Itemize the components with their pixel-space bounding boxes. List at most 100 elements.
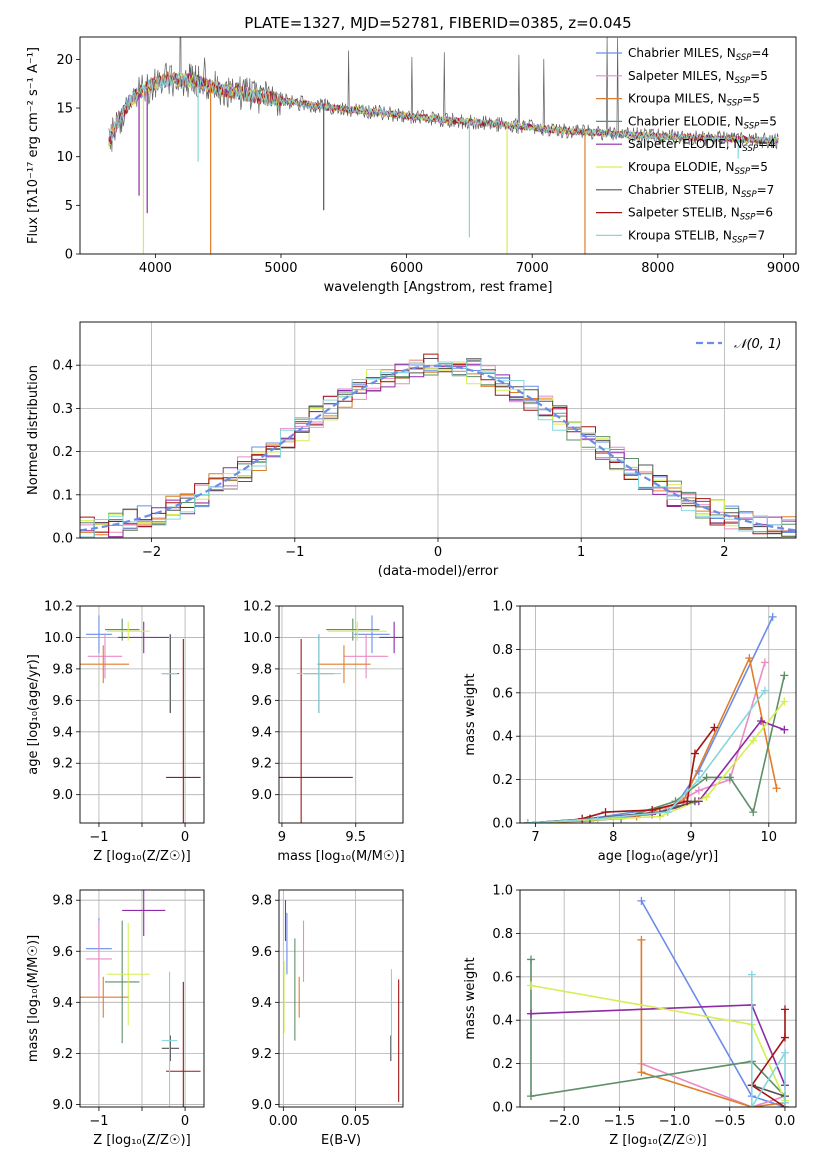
series-marker bbox=[780, 697, 789, 706]
mass-vs-Z-ylabel: mass [log₁₀(M/M☉)] bbox=[26, 935, 41, 1062]
series-kroupa-stelib bbox=[751, 974, 786, 1107]
series-marker bbox=[637, 1068, 646, 1077]
age-vs-mass-points bbox=[279, 615, 403, 823]
weight-vs-Z-xtick-label: −1.0 bbox=[659, 1114, 691, 1129]
series-marker bbox=[702, 792, 711, 801]
age-vs-Z-ytick-label: 9.2 bbox=[52, 757, 73, 772]
series-marker bbox=[780, 1048, 789, 1057]
series-marker bbox=[749, 808, 758, 817]
mass-vs-ebv-ytick-label: 9.6 bbox=[251, 945, 272, 960]
errorbar-point bbox=[317, 645, 371, 684]
weight-vs-age-xtick-label: 10 bbox=[761, 830, 778, 845]
mass-vs-ebv-xlabel: E(B-V) bbox=[321, 1133, 361, 1148]
weight-vs-age-frame bbox=[519, 605, 797, 824]
series-marker bbox=[780, 1098, 789, 1107]
weight-vs-Z-xlabel: Z [log₁₀(Z/Z☉)] bbox=[609, 1133, 706, 1148]
residuals-xlabel: (data-model)/error bbox=[378, 564, 499, 579]
spectrum-legend: Chabrier MILES, NSSP=4 Salpeter MILES, NS… bbox=[596, 46, 777, 245]
series-marker bbox=[757, 717, 766, 726]
spectrum-xtick-label: 8000 bbox=[641, 261, 674, 276]
errorbar-point bbox=[87, 634, 123, 679]
age-vs-mass-ytick-label: 9.4 bbox=[251, 725, 272, 740]
age-vs-Z-frame bbox=[79, 605, 205, 824]
series-salpeter-stelib bbox=[750, 1009, 786, 1107]
legend-entry: Kroupa STELIB, NSSP=7 bbox=[628, 228, 765, 245]
normal-curve bbox=[80, 364, 796, 532]
errorbar-point bbox=[117, 621, 170, 654]
mass-vs-Z-ytick-label: 9.6 bbox=[52, 945, 73, 960]
series-marker bbox=[780, 1005, 789, 1014]
spectrum-xtick-label: 4000 bbox=[139, 261, 172, 276]
weight-vs-age-xlabel: age [log₁₀(age/yr)] bbox=[598, 849, 719, 864]
mass-vs-ebv-ytick-label: 9.8 bbox=[251, 894, 272, 909]
series-marker bbox=[648, 805, 657, 814]
age-vs-Z-ytick-label: 10.0 bbox=[44, 631, 73, 646]
weight-vs-age-axes: 7 8 9 10 0.0 0.2 0.4 0.6 0.8 1.0 age [log₁₀(age/yr… bbox=[463, 600, 796, 864]
spectrum-frame bbox=[79, 36, 797, 255]
legend-entry: Kroupa ELODIE, NSSP=5 bbox=[628, 160, 768, 177]
weight-vs-age-xtick-label: 9 bbox=[687, 830, 695, 845]
spectrum-axes: 4000 5000 6000 7000 8000 9000 0 5 10 15 20 waveleng… bbox=[26, 47, 800, 295]
errorbar-point bbox=[326, 618, 380, 641]
age-vs-mass-frame bbox=[278, 605, 404, 824]
spectrum-ytick-label: 0 bbox=[65, 248, 73, 263]
age-vs-mass-xlabel: mass [log₁₀(M/M☉)] bbox=[277, 849, 404, 864]
errorbar-point bbox=[106, 621, 150, 641]
errorbar-point bbox=[86, 920, 112, 998]
errorbar-point bbox=[161, 634, 178, 713]
series-marker bbox=[690, 797, 699, 806]
series-marker bbox=[780, 725, 789, 734]
series-marker bbox=[683, 797, 692, 806]
series-marker bbox=[749, 736, 758, 745]
errorbar-point bbox=[379, 621, 403, 654]
residuals-ylabel: Normed distribution bbox=[26, 365, 41, 495]
spectrum-line-kroupa-elodie bbox=[108, 72, 779, 149]
mass-vs-Z-frame bbox=[79, 889, 205, 1108]
spectrum-xtick-label: 7000 bbox=[516, 261, 549, 276]
residuals-ytick-label: 0.4 bbox=[52, 359, 73, 374]
age-vs-mass-ytick-label: 9.0 bbox=[251, 788, 272, 803]
weight-vs-Z-ytick-label: 0.0 bbox=[492, 1101, 513, 1116]
weight-vs-age-ytick-label: 0.4 bbox=[492, 730, 513, 745]
series-marker bbox=[637, 935, 646, 944]
series-marker bbox=[745, 654, 754, 663]
age-vs-mass-xtick-label: 9 bbox=[278, 830, 286, 845]
mass-vs-ebv-points bbox=[283, 900, 400, 1102]
weight-vs-age-ytick-label: 1.0 bbox=[492, 600, 513, 615]
age-vs-Z-ylabel: age [log₁₀(age/yr)] bbox=[26, 654, 41, 775]
mass-vs-Z-ytick-label: 9.2 bbox=[52, 1047, 73, 1062]
series-marker bbox=[772, 784, 781, 793]
spectrum-ytick-label: 20 bbox=[56, 53, 73, 68]
errorbar-point bbox=[122, 890, 166, 936]
errorbar-point bbox=[161, 971, 178, 1107]
age-vs-mass-ytick-label: 10.0 bbox=[243, 631, 272, 646]
series-chabrier-stelib bbox=[751, 1084, 786, 1097]
mass-vs-Z-xlabel: Z [log₁₀(Z/Z☉)] bbox=[93, 1133, 190, 1148]
series-marker bbox=[527, 981, 536, 990]
series-marker bbox=[710, 723, 719, 732]
mass-vs-ebv-ytick-label: 9.2 bbox=[251, 1047, 272, 1062]
series-marker bbox=[760, 686, 769, 695]
mass-vs-Z-xtick-label: −1 bbox=[89, 1114, 108, 1129]
weight-vs-age-series bbox=[523, 612, 789, 823]
mass-vs-ebv-ytick-label: 9.0 bbox=[251, 1098, 272, 1113]
age-vs-mass-ytick-label: 9.2 bbox=[251, 757, 272, 772]
weight-vs-age-ytick-label: 0.8 bbox=[492, 643, 513, 658]
errorbar-point bbox=[166, 981, 201, 1107]
series-marker bbox=[690, 749, 699, 758]
weight-vs-age-ytick-label: 0.2 bbox=[492, 773, 513, 788]
series-marker bbox=[780, 1033, 789, 1042]
spectrum-lines bbox=[108, 37, 779, 254]
mass-vs-ebv-ytick-label: 9.4 bbox=[251, 996, 272, 1011]
errorbar-point bbox=[343, 634, 389, 679]
errorbar-point bbox=[161, 1035, 180, 1062]
mass-vs-Z-xtick-label: 0 bbox=[181, 1114, 189, 1129]
age-vs-mass-ytick-label: 10.2 bbox=[243, 600, 272, 615]
age-vs-Z-axes: −1 0 9.0 9.2 9.4 9.6 9.8 10.0 10.2 Z [log₁₀(Z/Z☉)… bbox=[26, 600, 204, 864]
errorbar-point bbox=[80, 645, 130, 684]
age-vs-Z-ytick-label: 9.4 bbox=[52, 725, 73, 740]
weight-vs-age-ylabel: mass weight bbox=[463, 673, 478, 755]
weight-vs-Z-ylabel: mass weight bbox=[463, 957, 478, 1039]
series-marker bbox=[694, 786, 703, 795]
